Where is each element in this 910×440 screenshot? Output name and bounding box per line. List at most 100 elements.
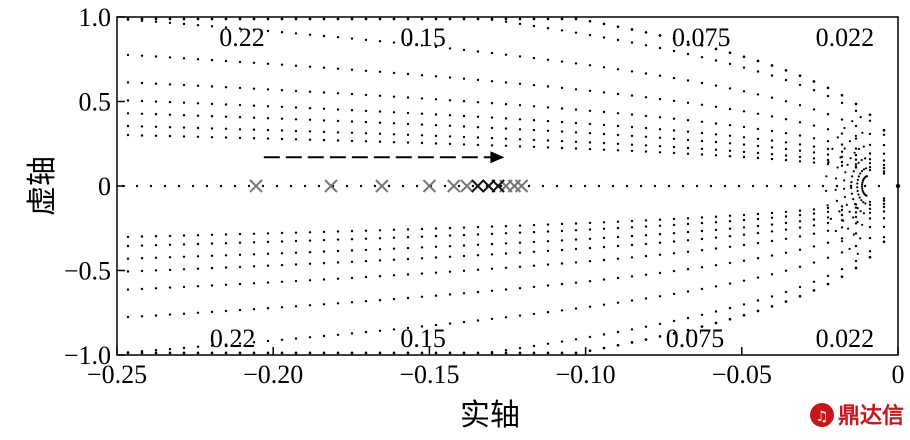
grid-dot — [868, 132, 872, 136]
grid-dot — [490, 242, 494, 246]
grid-dot — [560, 229, 564, 233]
grid-dot — [714, 285, 718, 288]
grid-dot — [504, 127, 508, 130]
grid-dot — [546, 351, 550, 355]
grid-dot — [406, 257, 410, 261]
grid-dot — [182, 83, 186, 87]
grid-dot — [280, 280, 284, 283]
grid-dot — [532, 344, 536, 348]
grid-dot — [532, 351, 536, 355]
grid-dot — [812, 89, 816, 92]
grid-dot — [336, 302, 340, 305]
grid-dot — [350, 238, 354, 241]
grid-dot — [280, 306, 284, 309]
grid-dot — [714, 228, 718, 232]
grid-dot — [140, 99, 144, 103]
grid-dot — [448, 99, 452, 102]
grid-dot — [714, 84, 718, 87]
grid-dot — [126, 270, 130, 273]
grid-dot — [560, 248, 564, 252]
grid-dot — [742, 136, 746, 139]
grid-dot — [252, 341, 256, 344]
grid-dot — [490, 289, 494, 292]
grid-dot — [504, 225, 508, 228]
grid-dot — [196, 126, 200, 130]
grid-dot — [406, 326, 410, 330]
grid-dot — [420, 44, 424, 47]
grid-dot — [266, 351, 270, 355]
grid-dot — [700, 216, 704, 219]
grid-dot — [840, 251, 844, 254]
grid-dot — [793, 184, 797, 188]
grid-dot — [602, 22, 606, 26]
grid-dot — [504, 242, 508, 245]
grid-dot — [700, 139, 704, 143]
grid-dot — [434, 227, 438, 230]
grid-dot — [252, 116, 256, 119]
grid-dot — [266, 281, 270, 284]
damping-labels: 0.22 0.15 0.075 0.022 0.22 0.15 0.075 0.022 — [210, 23, 874, 353]
grid-dot — [518, 314, 522, 317]
grid-dot — [406, 141, 410, 144]
grid-dot — [266, 137, 270, 140]
grid-dot — [490, 51, 494, 55]
grid-dot — [308, 118, 312, 122]
grid-dot — [560, 29, 564, 32]
grid-dot — [686, 119, 690, 122]
grid-dot — [840, 275, 844, 278]
grid-dot — [364, 132, 368, 135]
grid-dot — [350, 139, 354, 143]
x-tick-label: −0.20 — [243, 360, 303, 389]
grid-dot — [476, 225, 480, 229]
grid-dot — [672, 49, 676, 53]
grid-dot — [826, 221, 830, 225]
grid-dot — [784, 132, 788, 135]
grid-dot — [836, 166, 839, 169]
grid-dot — [840, 208, 844, 212]
grid-dot — [350, 332, 354, 335]
grid-dot — [854, 158, 858, 161]
grid-dot — [350, 92, 354, 96]
grid-dot — [644, 254, 648, 258]
grid-dot — [532, 240, 536, 244]
pole-light — [324, 179, 338, 193]
grid-dot — [839, 156, 842, 159]
grid-dot — [560, 107, 564, 110]
grid-dot — [857, 193, 860, 196]
grid-dot — [247, 184, 251, 188]
grid-dot — [798, 121, 802, 124]
grid-dot — [359, 184, 363, 188]
grid-dot — [588, 147, 592, 151]
grid-dot — [322, 66, 326, 69]
grid-dot — [602, 132, 606, 136]
grid-dot — [168, 351, 172, 355]
grid-dot — [616, 301, 620, 304]
grid-dot — [686, 250, 690, 253]
grid-dot — [182, 135, 186, 138]
grid-dot — [350, 120, 354, 123]
grid-dot — [504, 117, 508, 120]
grid-dot — [532, 250, 536, 253]
grid-dot — [770, 96, 774, 99]
grid-dot — [826, 147, 830, 151]
grid-dot — [154, 134, 158, 137]
grid-dot — [168, 234, 172, 238]
grid-dot — [756, 241, 760, 245]
grid-dot — [857, 147, 861, 150]
x-tick-label: −0.05 — [712, 360, 772, 389]
grid-dot — [700, 147, 704, 151]
grid-dot — [308, 138, 312, 141]
grid-dot — [602, 91, 606, 94]
grid-dot — [378, 110, 382, 113]
grid-dot — [140, 351, 144, 355]
grid-dot — [322, 34, 326, 38]
grid-dot — [834, 229, 837, 233]
grid-dot — [812, 151, 816, 154]
grid-dot — [835, 199, 839, 202]
grid-dot — [784, 237, 788, 240]
grid-dot — [856, 252, 859, 255]
grid-dot — [798, 74, 802, 77]
grid-dot — [266, 339, 270, 343]
grid-dot — [518, 241, 522, 244]
axis-ticks: −0.25 −0.20 −0.15 −0.10 −0.05 0 1.0 0.5 0 −0.5 −1.… — [64, 3, 905, 389]
